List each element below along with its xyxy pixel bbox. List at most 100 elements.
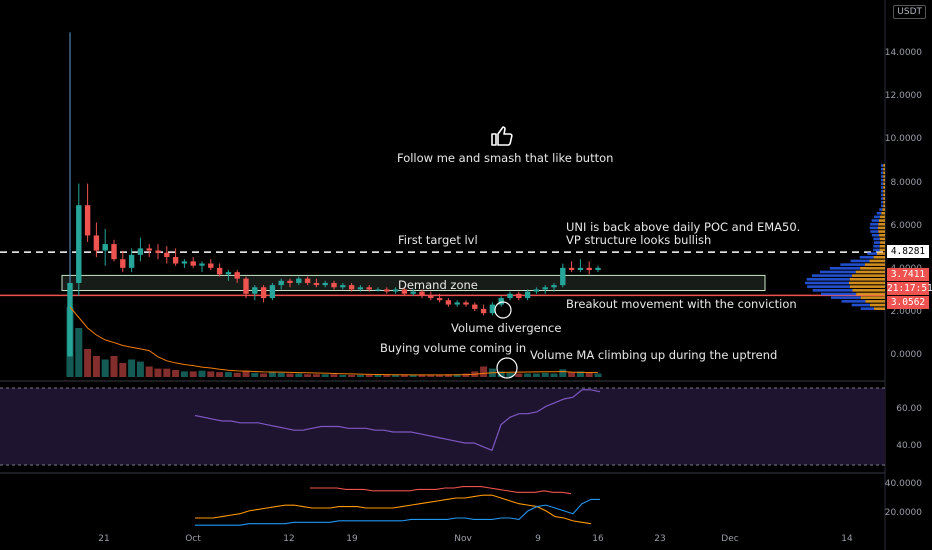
price-tick-label: 0.0000 [890, 350, 923, 361]
volume-profile-bar [881, 193, 884, 197]
volume-profile-bar [849, 281, 885, 285]
candle-body [577, 267, 584, 270]
candle-body [93, 235, 100, 251]
annotation-volume-ma: Volume MA climbing up during the uptrend [530, 348, 778, 362]
candle-body [278, 280, 284, 286]
volume-profile-bar [879, 237, 885, 241]
time-tick-label: 19 [346, 534, 358, 544]
time-tick-label: Oct [185, 534, 201, 544]
candle-body [111, 244, 117, 260]
volume-bar [268, 372, 276, 377]
currency-label[interactable]: USDT [893, 5, 926, 19]
volume-bar [295, 373, 303, 377]
candle-body [436, 298, 443, 301]
volume-bar [233, 372, 241, 377]
volume-profile-bar [879, 233, 885, 237]
volume-bar [576, 371, 584, 377]
divergence-circle [494, 301, 512, 319]
candle-body [357, 287, 364, 290]
candle-body [348, 285, 355, 290]
candle-body [208, 263, 214, 268]
candle-body [542, 287, 548, 290]
volume-bar [436, 374, 444, 377]
volume-profile-bar [841, 300, 866, 303]
volume-profile-bar [812, 289, 853, 292]
volume-profile-bar [881, 200, 884, 204]
volume-bar [110, 356, 118, 377]
dmi-tick-label: 40.0000 [884, 479, 922, 490]
volume-bar [506, 372, 514, 377]
volume-profile-bar [855, 270, 885, 274]
volume-profile-bar [873, 244, 880, 248]
volume-profile-bar [883, 189, 885, 193]
time-tick-label: 12 [283, 534, 295, 544]
di-plus-line [195, 498, 600, 526]
candle-body [102, 244, 108, 251]
volume-profile-bar [867, 252, 878, 255]
volume-profile-bar [805, 281, 850, 285]
candle-body [489, 304, 496, 314]
volume-profile-bar [881, 167, 884, 171]
candle-body [128, 254, 135, 268]
volume-profile-bar [856, 292, 885, 296]
volume-bar [480, 366, 488, 377]
candle-body [401, 289, 408, 294]
price-tick-label: 2.0000 [890, 307, 923, 318]
candle-body [586, 267, 592, 270]
volume-profile-bar [879, 248, 885, 252]
candle-body [366, 287, 372, 290]
volume-bar [524, 373, 532, 377]
volume-bar [224, 372, 232, 377]
volume-bar [180, 371, 188, 377]
rsi-band [0, 388, 885, 465]
volume-profile-bar [881, 197, 884, 200]
annotation-volume-divergence: Volume divergence [451, 321, 562, 335]
volume-bar [66, 307, 74, 377]
volume-bar [260, 373, 268, 377]
volume-profile-bar [874, 241, 881, 244]
candle-body [137, 248, 144, 255]
volume-bar [550, 373, 558, 377]
annotation-first-target: First target lvl [398, 233, 478, 247]
volume-profile-bar [874, 215, 881, 219]
volume-profile-bar [852, 274, 885, 277]
candle-body [384, 289, 390, 292]
volume-profile-bar [831, 296, 861, 299]
volume-profile-bar [849, 285, 885, 288]
volume-profile-bar [881, 189, 884, 193]
candle-body [472, 304, 478, 309]
volume-bar [453, 374, 461, 377]
candle-body [313, 282, 320, 286]
volume-profile-bar [871, 233, 880, 237]
candle-body [190, 261, 196, 266]
candle-body [533, 289, 540, 292]
price-tick-label: 8.0000 [890, 177, 923, 188]
volume-bar [462, 373, 470, 377]
candle-body [516, 293, 522, 299]
rsi-tick-label: 40.00 [896, 440, 922, 451]
volume-bar [154, 368, 162, 377]
candle-body [498, 298, 504, 305]
volume-profile-bar [883, 182, 885, 186]
volume-bar [163, 368, 171, 377]
volume-profile-bar [882, 208, 885, 211]
volume-profile-bar [883, 197, 885, 200]
volume-bar [365, 374, 373, 377]
volume-bar [242, 370, 250, 377]
candle-body [463, 302, 469, 305]
volume-bar [321, 374, 329, 377]
volume-bar [119, 363, 127, 377]
candle-body [331, 282, 337, 288]
adx-line [310, 486, 572, 495]
volume-bar [400, 374, 408, 377]
thumbs-up-icon [491, 126, 513, 146]
volume-profile-bar [883, 204, 885, 208]
price-tick-label: 10.0000 [884, 134, 922, 145]
candle-body [445, 300, 452, 305]
volume-bar [497, 371, 505, 377]
candle-body [76, 205, 82, 283]
volume-profile-bar [859, 255, 874, 259]
volume-bar [92, 356, 100, 377]
